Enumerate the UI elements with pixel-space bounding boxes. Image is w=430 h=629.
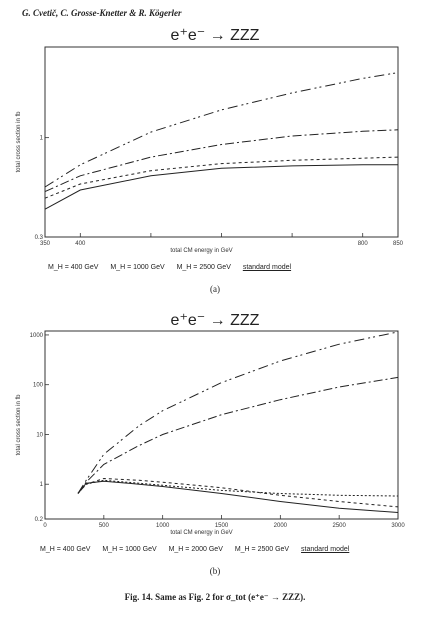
chart-b-xtick-label: 1500 (215, 523, 229, 529)
legend-a-item-1: M_H = 1000 GeV (110, 264, 165, 271)
chart-b-xlabel: total CM energy in GeV (170, 530, 232, 536)
chart-a-xlabel: total CM energy in GeV (170, 248, 232, 254)
chart-a-xtick-label: 850 (393, 241, 404, 247)
chart-b-series-4 (77, 480, 399, 513)
chart-a-ylabel: total cross section in fb (16, 111, 22, 173)
legend-b-item-0: M_H = 400 GeV (40, 546, 91, 553)
chart-b-ytick-label: 10 (36, 432, 43, 438)
chart-a-xtick-label: 800 (358, 241, 369, 247)
panel-a-title: e⁺e⁻ → ZZZ (170, 27, 260, 44)
chart-a-series-2 (44, 72, 399, 188)
chart-a-plot-frame (44, 46, 399, 238)
chart-b-ytick-label: 0.2 (35, 517, 44, 523)
panel-b-title: e⁺e⁻ → ZZZ (170, 312, 260, 329)
chart-b-ytick-label: 100 (33, 383, 44, 389)
chart-b-ytick-label: 1000 (30, 333, 44, 339)
figure-caption: Fig. 14. Same as Fig. 2 for σ_tot (e⁺e⁻ … (124, 592, 306, 602)
chart-b-series-3 (77, 331, 399, 494)
chart-a-xtick-label: 400 (75, 241, 86, 247)
chart-a-ytick-label: 0.3 (35, 235, 44, 241)
chart-a-series-0 (44, 156, 399, 199)
panel-a-label: (a) (210, 284, 220, 294)
chart-b-xtick-label: 2500 (332, 523, 346, 529)
legend-a-item-2: M_H = 2500 GeV (176, 264, 231, 271)
chart-a-ytick-label: 1 (40, 136, 44, 142)
chart-a-series-3 (44, 164, 398, 210)
legend-b-item-1: M_H = 1000 GeV (102, 546, 157, 553)
panel-b-legend: M_H = 400 GeV M_H = 1000 GeV M_H = 2000 … (40, 546, 359, 553)
legend-a-item-3: standard model (242, 264, 292, 271)
chart-b-series-0 (77, 479, 399, 497)
chart-b-xtick-label: 0 (43, 523, 47, 529)
chart-b-series-2 (77, 376, 399, 494)
chart-b-xtick-label: 500 (99, 523, 110, 529)
chart-a-series-1 (44, 129, 399, 193)
chart-b-xtick-label: 3000 (391, 523, 405, 529)
legend-a-item-0: M_H = 400 GeV (48, 264, 99, 271)
chart-b-xtick-label: 1000 (156, 523, 170, 529)
chart-b-ytick-label: 1 (40, 482, 44, 488)
panel-b-label: (b) (209, 566, 221, 576)
legend-b-item-2: M_H = 2000 GeV (168, 546, 223, 553)
page-header: G. Cvetič, C. Grosse-Knetter & R. Kögerl… (22, 8, 182, 18)
panel-a-legend: M_H = 400 GeV M_H = 1000 GeV M_H = 2500 … (48, 264, 301, 271)
chart-a-xtick-label: 350 (40, 241, 51, 247)
legend-b-item-3: M_H = 2500 GeV (234, 546, 290, 553)
legend-b-item-4: standard model (301, 546, 350, 553)
chart-b-ylabel: total cross section in fb (16, 394, 22, 456)
chart-b-xtick-label: 2000 (274, 523, 288, 529)
